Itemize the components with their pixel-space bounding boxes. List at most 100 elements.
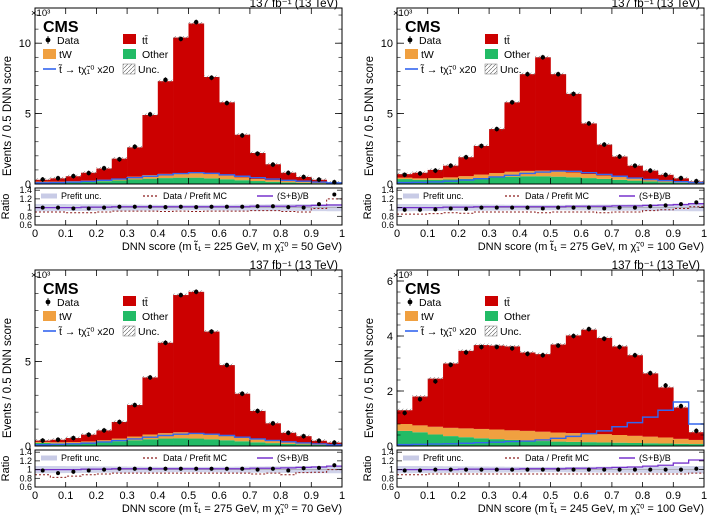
- data-point: [417, 397, 423, 402]
- bar-unc: [397, 408, 413, 412]
- bar-other: [65, 182, 82, 184]
- ratio-point: [40, 468, 45, 473]
- data-point: [694, 428, 699, 434]
- legend-prefit-unc: Prefit unc.: [61, 453, 102, 463]
- bar-ttbar: [81, 434, 97, 442]
- data-point: [632, 163, 638, 168]
- ratio-point: [540, 467, 545, 472]
- legend-data: Data: [57, 35, 79, 47]
- ratio-point: [117, 204, 122, 209]
- ratio-data-prefit-line: [397, 472, 704, 476]
- data-point: [71, 435, 76, 441]
- data-point: [525, 351, 530, 357]
- exponent-label: ×10³: [31, 8, 50, 19]
- cms-label: CMS: [405, 281, 441, 298]
- legend-prefit-unc: Prefit unc.: [423, 453, 464, 463]
- bar-ttbar: [611, 346, 628, 435]
- bar-other: [280, 443, 297, 446]
- bar-ttbar: [443, 165, 459, 178]
- legend-ttbar: tt̄: [504, 297, 510, 309]
- bar-tw: [688, 439, 704, 445]
- lumi-label: 137 fb⁻¹ (13 TeV): [250, 0, 338, 10]
- data-point: [193, 289, 199, 295]
- legend-data: Data: [419, 35, 441, 47]
- bar-ttbar: [173, 37, 189, 174]
- legend-ttbar: tt̄: [142, 35, 148, 47]
- x-axis-title: DNN score (m t̃₁ = 275 GeV, m χ̃₁⁰ = 100…: [478, 240, 704, 253]
- ratio-point: [648, 204, 653, 209]
- ratio-point: [102, 467, 107, 472]
- bar-other: [504, 176, 521, 184]
- legend-data-prefit: Data / Prefit MC: [525, 191, 590, 201]
- y-tick-label: 5: [25, 109, 31, 121]
- ratio-point: [332, 192, 337, 197]
- x-tick-label: 0: [32, 490, 38, 502]
- ratio-point: [209, 466, 214, 471]
- bar-ttbar: [96, 168, 113, 180]
- x-tick-label: 0.5: [181, 228, 196, 240]
- bar-other: [443, 436, 459, 446]
- legend-sb: (S+B)/B: [277, 191, 309, 201]
- legend-prefit-unc: Prefit unc.: [423, 191, 464, 201]
- bar-ttbar: [581, 329, 597, 434]
- data-point: [586, 326, 592, 332]
- data-point: [71, 173, 76, 179]
- x-tick-label: 0.4: [150, 490, 165, 502]
- ratio-point: [571, 205, 576, 210]
- y-tick-label: 5: [25, 356, 31, 368]
- bar-other: [249, 442, 266, 446]
- ratio-point: [301, 205, 306, 210]
- bar-tw: [642, 179, 659, 182]
- data-point: [617, 154, 622, 159]
- bar-other: [96, 442, 113, 446]
- bar-ttbar: [688, 432, 704, 440]
- ratio-point: [332, 463, 337, 468]
- data-point: [463, 350, 469, 355]
- data-point: [101, 166, 107, 171]
- ratio-point: [148, 204, 153, 209]
- ratio-y-tick-label: 0.8: [19, 211, 32, 221]
- data-point: [101, 428, 107, 433]
- x-tick-label: 0.5: [181, 490, 196, 502]
- bar-ttbar: [203, 331, 220, 435]
- legend-other-swatch: [485, 49, 498, 59]
- bar-tw: [173, 432, 189, 439]
- x-tick-label: 0.3: [119, 490, 134, 502]
- bar-tw: [443, 427, 459, 437]
- bar-tw: [642, 436, 659, 444]
- x-tick-label: 0.5: [543, 490, 558, 502]
- bar-ttbar: [535, 57, 551, 171]
- bar-other: [219, 440, 235, 446]
- ratio-point: [494, 467, 499, 472]
- ratio-point: [510, 205, 515, 210]
- bar-other: [265, 181, 281, 184]
- data-point: [301, 433, 306, 439]
- bar-ttbar: [657, 174, 674, 182]
- ratio-point: [178, 466, 183, 471]
- bar-ttbar: [473, 345, 490, 429]
- bar-tw: [627, 178, 643, 181]
- x-tick-label: 1: [701, 228, 707, 240]
- bar-other: [203, 439, 220, 446]
- bar-ttbar: [427, 378, 444, 427]
- ratio-point: [418, 207, 423, 212]
- y-tick-label: 4: [387, 331, 393, 343]
- legend-signal: t̃ → tχ̃₁⁰ x20: [58, 326, 115, 338]
- data-point: [209, 329, 214, 334]
- legend-signal: t̃ → tχ̃₁⁰ x20: [420, 64, 477, 76]
- bar-ttbar: [519, 74, 536, 171]
- bar-other: [519, 440, 536, 446]
- data-point: [463, 155, 469, 160]
- bar-tw: [611, 435, 628, 443]
- bar-tw: [280, 181, 297, 183]
- data-point: [286, 430, 291, 435]
- data-point: [602, 142, 607, 147]
- data-point: [586, 121, 592, 126]
- x-tick-label: 0.6: [574, 490, 589, 502]
- ratio-point: [571, 467, 576, 472]
- bar-tw: [280, 442, 297, 444]
- bar-other: [295, 444, 312, 446]
- x-tick-label: 0.9: [666, 490, 681, 502]
- data-point: [571, 333, 576, 339]
